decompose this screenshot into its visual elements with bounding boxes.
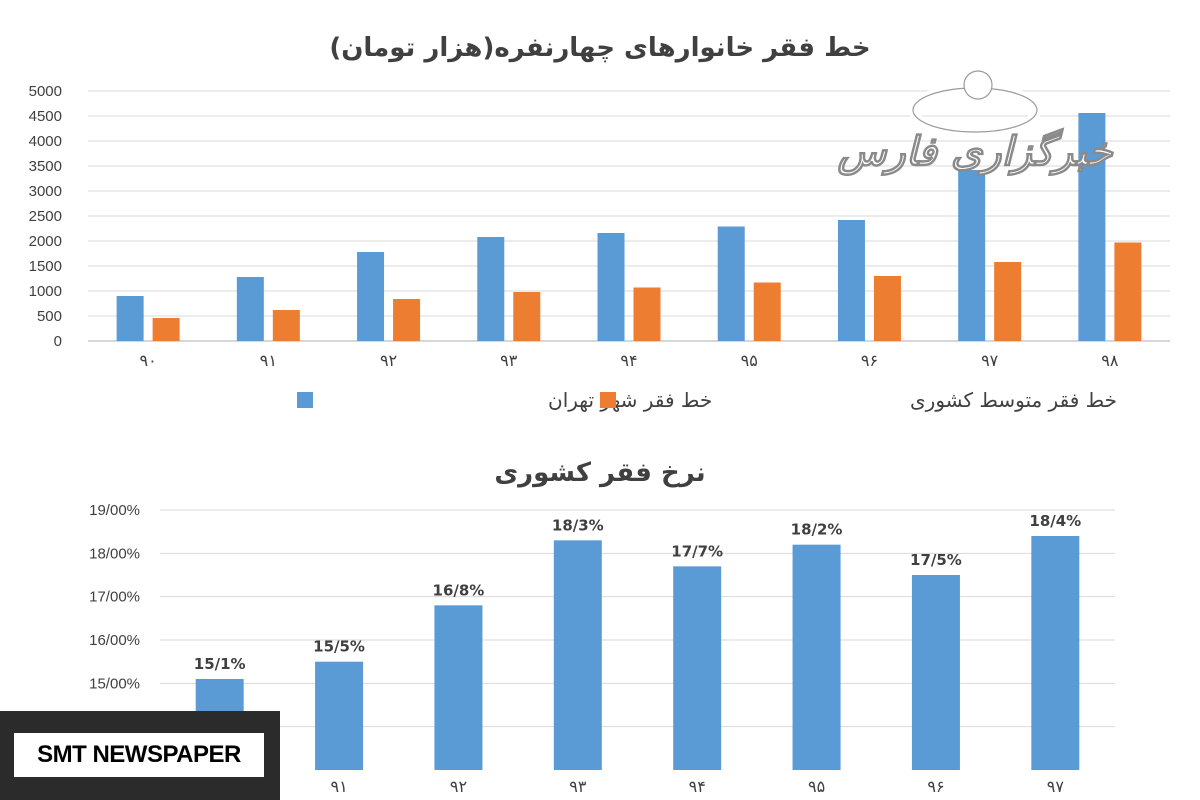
legend-label-tehran: خط فقر شهر تهران	[548, 388, 712, 412]
bar-national	[994, 262, 1022, 341]
bar-poverty-rate	[911, 575, 960, 770]
y-tick-label: 2500	[29, 208, 62, 225]
x-tick-label: ۹۰	[140, 351, 157, 370]
x-tick-label: ۹۷	[981, 351, 999, 370]
y-tick-label: 500	[37, 308, 62, 325]
tehran-poverty-line-chart: خط فقر خانوارهای چهارنفره(هزار تومان) 0 5…	[29, 33, 1170, 412]
x-tick-label: ۹۱	[330, 777, 347, 796]
x-tick-label: ۹۵	[741, 351, 758, 370]
x-tick-label: ۹۴	[620, 351, 637, 370]
bar-poverty-rate	[792, 544, 841, 770]
data-label: 18/2%	[791, 521, 843, 539]
x-tick-label: ۹۶	[861, 351, 878, 370]
y-tick-label: 17/00%	[89, 589, 140, 606]
y-tick-label: 1000	[29, 283, 62, 300]
y-tick-label: 4500	[29, 108, 62, 125]
x-tick-label: ۹۵	[808, 777, 825, 796]
brand-label: SMT NEWSPAPER	[14, 733, 264, 777]
x-tick-label: ۹۷	[1047, 777, 1065, 796]
bar-tehran	[958, 170, 986, 341]
bar-national	[633, 287, 661, 341]
bar-national	[873, 276, 901, 341]
bar-tehran	[477, 237, 505, 341]
x-tick-label: ۹۶	[927, 777, 944, 796]
bar-national	[753, 282, 781, 341]
data-label: 18/3%	[552, 516, 604, 534]
bar-poverty-rate	[673, 566, 722, 770]
y-tick-label: 0	[54, 333, 62, 350]
x-tick-label: ۹۲	[450, 777, 467, 796]
data-label: 18/4%	[1029, 512, 1081, 530]
chart2-title: نرخ فقر کشوری	[494, 458, 705, 488]
legend-swatch-national	[600, 392, 616, 408]
chart1-legend: خط فقر شهر تهران خط فقر متوسط کشوری	[297, 388, 1117, 412]
y-tick-label: 5000	[29, 83, 62, 100]
bar-tehran	[116, 296, 144, 341]
data-label: 17/7%	[671, 542, 723, 560]
x-tick-label: ۹۳	[500, 351, 518, 370]
bar-tehran	[1078, 113, 1106, 341]
x-tick-label: ۹۸	[1101, 351, 1119, 370]
chart1-title: خط فقر خانوارهای چهارنفره(هزار تومان)	[329, 33, 870, 63]
y-tick-label: 16/00%	[89, 632, 140, 649]
y-tick-label: 2000	[29, 233, 62, 250]
bar-poverty-rate	[1031, 536, 1080, 770]
bar-national	[272, 310, 300, 341]
bar-poverty-rate	[434, 605, 483, 770]
data-label: 15/5%	[313, 638, 365, 656]
x-tick-label: ۹۲	[380, 351, 397, 370]
y-tick-label: 19/00%	[89, 502, 140, 519]
y-tick-label: 3000	[29, 183, 62, 200]
bar-national	[1114, 242, 1142, 341]
data-label: 16/8%	[433, 581, 485, 599]
y-tick-label: 4000	[29, 133, 62, 150]
bar-national	[393, 299, 421, 341]
watermark-logo: خبرگزاری فارس	[836, 70, 1114, 177]
bar-tehran	[357, 252, 385, 341]
watermark-logo-dot	[963, 70, 993, 100]
watermark-text: خبرگزاری فارس	[836, 128, 1113, 176]
bar-poverty-rate	[315, 661, 364, 770]
legend-swatch-tehran	[297, 392, 313, 408]
bar-tehran	[597, 233, 625, 341]
legend-label-national: خط فقر متوسط کشوری	[910, 388, 1117, 412]
x-tick-label: ۹۳	[569, 777, 587, 796]
x-tick-label: ۹۱	[260, 351, 277, 370]
brand-banner: SMT NEWSPAPER	[0, 711, 280, 800]
bar-tehran	[717, 226, 745, 341]
bar-national	[152, 318, 180, 341]
x-tick-label: ۹۴	[689, 777, 706, 796]
bar-tehran	[837, 220, 865, 341]
y-tick-label: 3500	[29, 158, 62, 175]
bar-tehran	[236, 277, 264, 341]
y-tick-label: 15/00%	[89, 675, 140, 692]
y-tick-label: 1500	[29, 258, 62, 275]
bar-national	[513, 292, 541, 341]
data-label: 17/5%	[910, 551, 962, 569]
data-label: 15/1%	[194, 655, 246, 673]
national-poverty-rate-chart: نرخ فقر کشوری 15/1% 15/5% 16/8% 18/3% 17/7% 1…	[89, 458, 1115, 796]
y-tick-label: 18/00%	[89, 545, 140, 562]
bar-poverty-rate	[553, 540, 602, 770]
